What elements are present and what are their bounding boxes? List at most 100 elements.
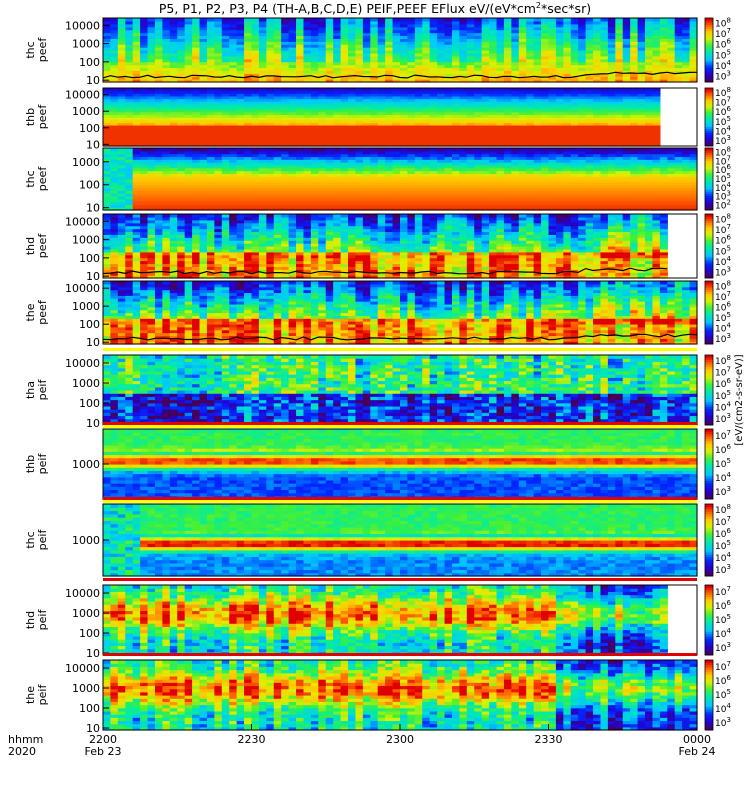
heatmap-cell — [533, 201, 542, 205]
heatmap-cell — [518, 135, 527, 139]
heatmap-cell — [251, 103, 260, 108]
heatmap-cell — [667, 67, 676, 71]
heatmap-cell — [503, 93, 512, 97]
heatmap-cell — [496, 181, 505, 186]
heatmap-cell — [184, 190, 193, 194]
heatmap-cell — [340, 119, 349, 123]
heatmap-cell — [645, 140, 654, 144]
heatmap-cell — [117, 26, 126, 31]
heatmap-cell — [214, 95, 223, 100]
heatmap-cell — [563, 117, 572, 121]
heatmap-cell — [154, 135, 163, 139]
heatmap-cell — [214, 58, 223, 63]
heatmap-cell — [273, 41, 282, 45]
heatmap-cell — [333, 76, 342, 80]
heatmap-cell — [533, 50, 542, 54]
heatmap-cell — [645, 67, 654, 71]
heatmap-cell — [489, 138, 498, 142]
heatmap-cell — [652, 140, 661, 144]
heatmap-cell — [221, 187, 230, 191]
heatmap-cell — [466, 76, 475, 80]
heatmap-cell — [273, 179, 282, 183]
heatmap-cell — [422, 173, 431, 177]
heatmap-cell — [645, 73, 654, 77]
colorbar-step — [705, 126, 713, 130]
heatmap-cell — [370, 61, 379, 66]
heatmap-cell — [511, 50, 520, 54]
heatmap-cell — [652, 55, 661, 60]
heatmap-cell — [273, 148, 282, 152]
heatmap-cell — [652, 61, 661, 66]
heatmap-cell — [459, 95, 468, 100]
heatmap-cell — [400, 55, 409, 60]
heatmap-cell — [340, 93, 349, 97]
heatmap-cell — [362, 52, 371, 57]
heatmap-cell — [593, 184, 602, 189]
heatmap-cell — [288, 187, 297, 191]
heatmap-cell — [518, 50, 527, 54]
heatmap-cell — [414, 167, 423, 172]
heatmap-cell — [474, 61, 483, 66]
heatmap-cell — [273, 143, 282, 147]
heatmap-cell — [288, 153, 297, 158]
heatmap-cell — [177, 103, 186, 108]
heatmap-cell — [103, 88, 112, 92]
heatmap-cell — [199, 47, 208, 51]
heatmap-cell — [214, 159, 223, 163]
heatmap-cell — [125, 198, 134, 203]
heatmap-cell — [244, 88, 253, 92]
heatmap-cell — [362, 101, 371, 105]
heatmap-cell — [422, 106, 431, 110]
heatmap-cell — [533, 153, 542, 158]
heatmap-cell — [147, 167, 156, 172]
heatmap-cell — [258, 109, 267, 113]
heatmap-cell — [407, 173, 416, 177]
heatmap-cell — [147, 29, 156, 34]
heatmap-cell — [229, 109, 238, 113]
heatmap-cell — [526, 103, 535, 108]
heatmap-cell — [103, 204, 112, 208]
heatmap-cell — [585, 101, 594, 105]
heatmap-cell — [444, 79, 453, 83]
heatmap-cell — [622, 93, 631, 97]
heatmap-cell — [674, 26, 683, 31]
heatmap-cell — [325, 190, 334, 194]
heatmap-cell — [229, 52, 238, 57]
heatmap-cell — [370, 167, 379, 172]
heatmap-cell — [184, 138, 193, 142]
heatmap-cell — [229, 101, 238, 105]
heatmap-cell — [132, 58, 141, 63]
heatmap-cell — [147, 184, 156, 189]
heatmap-cell — [281, 140, 290, 144]
heatmap-cell — [444, 193, 453, 197]
panel-product-label: peef — [36, 37, 49, 63]
heatmap-cell — [221, 88, 230, 92]
heatmap-cell — [318, 132, 327, 137]
heatmap-cell — [496, 127, 505, 131]
heatmap-cell — [503, 76, 512, 80]
heatmap-cell — [154, 162, 163, 166]
heatmap-cell — [221, 90, 230, 94]
heatmap-cell — [407, 176, 416, 180]
heatmap-cell — [563, 38, 572, 42]
heatmap-cell — [273, 140, 282, 144]
heatmap-cell — [659, 29, 668, 34]
heatmap-cell — [414, 90, 423, 94]
heatmap-cell — [400, 130, 409, 134]
heatmap-cell — [162, 140, 171, 144]
heatmap-cell — [214, 184, 223, 189]
heatmap-cell — [355, 187, 364, 191]
heatmap-cell — [117, 58, 126, 63]
heatmap-cell — [570, 173, 579, 177]
heatmap-cell — [258, 76, 267, 80]
heatmap-cell — [296, 88, 305, 92]
heatmap-cell — [630, 93, 639, 97]
heatmap-cell — [511, 207, 520, 211]
heatmap-cell — [199, 26, 208, 31]
heatmap-cell — [251, 32, 260, 37]
heatmap-cell — [192, 162, 201, 166]
heatmap-cell — [400, 98, 409, 102]
heatmap-cell — [459, 176, 468, 180]
heatmap-cell — [437, 76, 446, 80]
heatmap-cell — [496, 29, 505, 34]
